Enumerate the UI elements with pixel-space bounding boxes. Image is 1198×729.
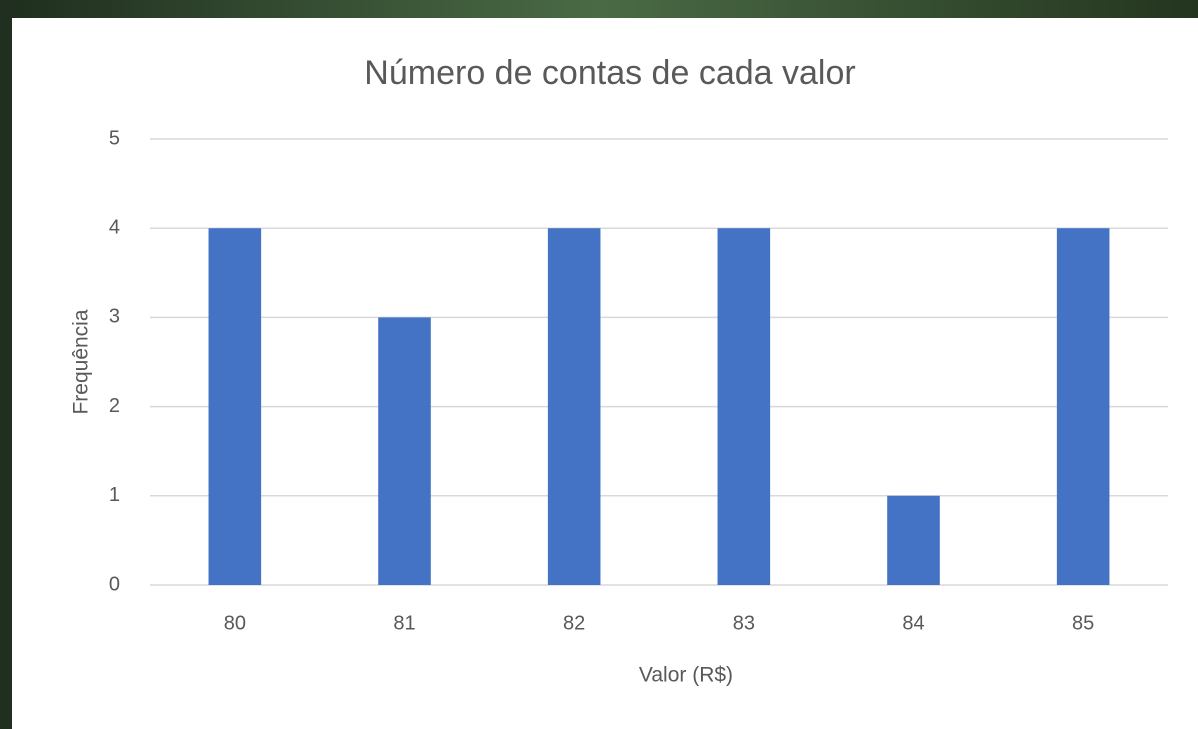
x-tick-label: 82: [563, 612, 585, 634]
x-tick-label: 84: [902, 612, 924, 634]
x-tick-label: 85: [1072, 612, 1094, 634]
x-tick-label: 81: [393, 612, 415, 634]
bar: [887, 495, 940, 585]
y-tick-label: 1: [109, 484, 120, 506]
chart-title: Número de contas de cada valor: [364, 54, 855, 92]
bar: [1056, 228, 1110, 585]
y-tick-label: 5: [109, 127, 120, 149]
y-tick-label: 2: [109, 395, 120, 417]
y-tick-label: 0: [109, 573, 120, 595]
x-tick-label: 83: [733, 612, 755, 634]
bar: [208, 228, 262, 585]
x-tick-label: 80: [224, 612, 246, 634]
y-tick-label: 3: [109, 306, 120, 328]
bar: [717, 228, 771, 585]
chart-area: [12, 18, 1198, 729]
y-tick-label: 4: [109, 216, 120, 238]
y-axis-label: Frequência: [70, 309, 93, 414]
bar: [547, 228, 601, 585]
bar: [378, 317, 431, 585]
x-axis-label: Valor (R$): [639, 664, 733, 687]
